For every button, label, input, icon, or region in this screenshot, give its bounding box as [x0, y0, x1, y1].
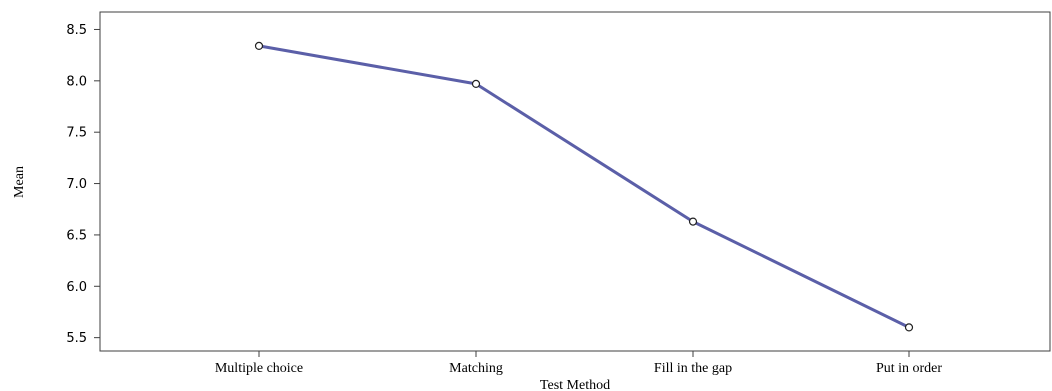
x-tick-label: Put in order — [876, 361, 942, 376]
series-line — [258, 44, 910, 329]
x-tick-label: Fill in the gap — [654, 361, 732, 376]
data-point-marker — [904, 323, 914, 332]
x-axis: Multiple choice Matching Fill in the gap Pu… — [215, 351, 942, 376]
y-tick-label: 7.5 — [66, 126, 87, 141]
plot-area-frame — [99, 11, 1051, 352]
data-point-marker — [254, 41, 264, 51]
series-layer — [254, 41, 914, 332]
y-tick-label: 6.0 — [66, 280, 87, 295]
y-axis: 5.5 6.0 6.5 7.0 7.5 8.0 8.5 — [66, 23, 100, 346]
data-point-marker — [688, 217, 698, 226]
x-axis-title: Test Method — [540, 378, 610, 391]
y-tick-label: 8.0 — [66, 74, 87, 89]
y-tick-label: 7.0 — [66, 177, 87, 192]
y-tick-label: 5.5 — [66, 331, 87, 346]
y-tick-label: 8.5 — [66, 23, 87, 38]
x-tick-label: Multiple choice — [215, 361, 303, 376]
y-axis-title: Mean — [12, 166, 27, 198]
x-tick-label: Matching — [449, 361, 503, 376]
data-point-marker — [471, 79, 481, 89]
y-tick-label: 6.5 — [66, 228, 87, 243]
